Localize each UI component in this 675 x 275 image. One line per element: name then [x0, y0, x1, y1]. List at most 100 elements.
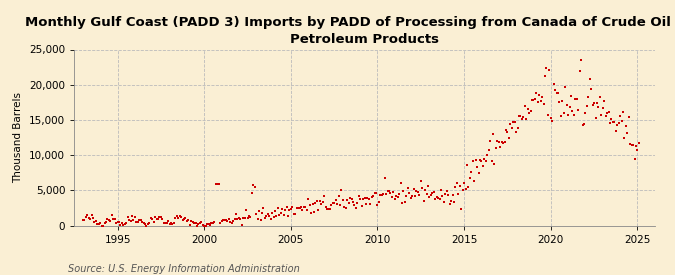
Point: [271, 213, 282, 218]
Point: [481, 159, 491, 163]
Point: [381, 191, 392, 196]
Point: [614, 120, 624, 125]
Point: [255, 218, 266, 222]
Point: [327, 200, 338, 205]
Point: [525, 109, 536, 114]
Point: [500, 140, 510, 144]
Point: [506, 125, 517, 130]
Point: [339, 205, 350, 209]
Point: [203, 222, 214, 227]
Point: [144, 221, 155, 225]
Point: [589, 100, 599, 105]
Point: [382, 188, 393, 193]
Point: [599, 99, 610, 103]
Point: [398, 188, 409, 193]
Point: [526, 98, 537, 102]
Point: [83, 216, 94, 221]
Point: [293, 206, 304, 210]
Point: [529, 97, 540, 101]
Point: [248, 183, 259, 188]
Point: [365, 202, 376, 207]
Point: [628, 142, 639, 147]
Point: [234, 216, 244, 221]
Point: [182, 219, 192, 224]
Point: [187, 220, 198, 224]
Point: [467, 158, 478, 163]
Point: [308, 210, 319, 214]
Point: [145, 216, 156, 221]
Point: [502, 130, 513, 134]
Point: [346, 197, 357, 201]
Point: [411, 189, 422, 193]
Point: [383, 189, 394, 194]
Point: [225, 219, 236, 224]
Point: [408, 187, 419, 191]
Point: [626, 143, 637, 147]
Point: [564, 105, 575, 109]
Point: [105, 219, 115, 223]
Point: [576, 58, 587, 62]
Point: [504, 136, 514, 141]
Point: [549, 88, 560, 92]
Point: [585, 77, 595, 82]
Point: [132, 220, 143, 224]
Point: [333, 194, 344, 199]
Point: [242, 216, 253, 221]
Point: [554, 100, 565, 105]
Point: [303, 197, 314, 201]
Point: [298, 205, 309, 210]
Point: [300, 205, 310, 209]
Text: Source: U.S. Energy Information Administration: Source: U.S. Energy Information Administ…: [68, 264, 299, 274]
Point: [402, 186, 413, 190]
Point: [609, 120, 620, 124]
Point: [202, 222, 213, 226]
Point: [477, 163, 488, 168]
Point: [85, 216, 96, 221]
Point: [587, 103, 598, 107]
Point: [147, 217, 158, 221]
Point: [444, 202, 455, 206]
Point: [479, 156, 490, 161]
Point: [310, 201, 321, 205]
Point: [342, 198, 352, 202]
Point: [163, 219, 173, 224]
Point: [535, 99, 546, 103]
Point: [483, 147, 494, 152]
Point: [430, 197, 441, 202]
Point: [107, 213, 117, 217]
Point: [79, 218, 90, 222]
Point: [160, 221, 171, 226]
Point: [278, 213, 289, 218]
Point: [125, 219, 136, 223]
Point: [600, 114, 611, 119]
Point: [124, 218, 134, 222]
Point: [227, 218, 238, 223]
Point: [92, 221, 103, 226]
Point: [313, 208, 324, 213]
Point: [521, 117, 532, 121]
Point: [239, 216, 250, 220]
Point: [252, 217, 263, 221]
Point: [350, 206, 361, 211]
Point: [213, 182, 224, 186]
Point: [82, 213, 92, 217]
Point: [335, 202, 346, 207]
Point: [379, 175, 390, 180]
Point: [269, 209, 280, 214]
Point: [358, 197, 369, 201]
Point: [394, 192, 404, 196]
Point: [446, 199, 456, 203]
Point: [349, 203, 360, 208]
Point: [207, 221, 218, 226]
Point: [418, 199, 429, 203]
Point: [573, 108, 584, 112]
Point: [415, 179, 426, 183]
Point: [297, 208, 308, 213]
Point: [135, 218, 146, 222]
Point: [205, 223, 215, 227]
Point: [343, 201, 354, 205]
Point: [281, 205, 292, 209]
Point: [151, 216, 162, 221]
Point: [469, 179, 480, 183]
Point: [194, 221, 205, 226]
